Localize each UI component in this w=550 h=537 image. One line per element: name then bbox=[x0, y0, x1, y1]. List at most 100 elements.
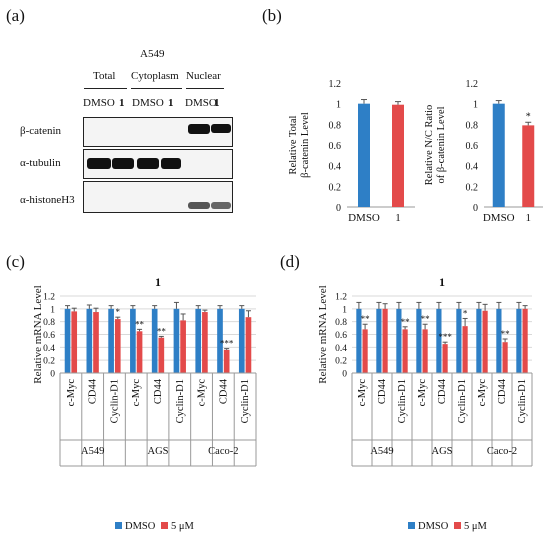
significance-marker: ** bbox=[501, 329, 511, 339]
bar bbox=[114, 319, 121, 373]
treatment-label-dmso: DMSO bbox=[132, 97, 164, 109]
y-axis-label: Relative Total bbox=[288, 115, 299, 174]
bar bbox=[180, 320, 186, 373]
bar bbox=[238, 308, 245, 373]
x-category-label: Cyclin-D1 bbox=[457, 379, 468, 423]
blot-image-alpha-tubulin bbox=[83, 149, 233, 179]
y-tick-label: 1.2 bbox=[43, 293, 55, 303]
bar bbox=[496, 308, 502, 373]
bar bbox=[522, 125, 535, 207]
y-tick-label: 1 bbox=[50, 305, 55, 315]
y-axis-label: Relative N/C Ratio bbox=[424, 105, 435, 186]
x-category-label: Cyclin-D1 bbox=[175, 379, 186, 423]
bar bbox=[223, 349, 230, 373]
x-category-label: CD44 bbox=[437, 378, 448, 404]
y-tick-label: 0.4 bbox=[335, 344, 347, 354]
y-tick-label: 1.2 bbox=[329, 79, 342, 90]
bar bbox=[108, 308, 114, 373]
bar bbox=[202, 312, 208, 373]
significance-marker: *** bbox=[220, 339, 234, 349]
y-axis-label: Relative mRNA Level bbox=[32, 285, 44, 383]
x-category-label: c-Myc bbox=[131, 379, 142, 407]
group-label: Caco-2 bbox=[487, 446, 517, 457]
legend-swatch bbox=[161, 522, 168, 529]
panel-label-a: (a) bbox=[6, 6, 25, 25]
bar bbox=[217, 308, 223, 373]
blot-band bbox=[188, 124, 210, 134]
bar bbox=[476, 308, 482, 373]
bar bbox=[456, 308, 462, 373]
significance-marker: ** bbox=[135, 319, 145, 329]
legend-label: 5 μM bbox=[171, 521, 195, 532]
blot-band bbox=[112, 158, 134, 169]
y-tick-label: 1 bbox=[336, 100, 341, 111]
group-label: AGS bbox=[147, 446, 168, 457]
legend-swatch bbox=[454, 522, 461, 529]
bar bbox=[462, 326, 468, 373]
bar bbox=[522, 308, 528, 373]
bar bbox=[93, 312, 99, 373]
x-category-label: DMSO bbox=[348, 212, 380, 224]
y-tick-label: 1 bbox=[342, 305, 347, 315]
x-category-label: CD44 bbox=[377, 378, 388, 404]
y-axis-label: of β-catenin Level bbox=[436, 106, 447, 183]
bar bbox=[422, 329, 428, 373]
y-tick-label: 0 bbox=[473, 203, 478, 214]
y-tick-label: 0.8 bbox=[466, 120, 479, 131]
group-label: A549 bbox=[81, 446, 104, 457]
y-tick-label: 1 bbox=[473, 100, 478, 111]
y-tick-label: 1.2 bbox=[335, 293, 347, 303]
bar bbox=[396, 308, 402, 373]
x-category-label: Cyclin-D1 bbox=[517, 379, 528, 423]
panel-label-c: (c) bbox=[6, 252, 25, 271]
significance-marker: ** bbox=[401, 317, 411, 327]
cell-line-label: A549 bbox=[140, 48, 165, 60]
blot-band bbox=[161, 158, 181, 169]
legend-swatch bbox=[115, 522, 122, 529]
treatment-label-compound: 1 bbox=[168, 97, 174, 109]
blot-image-beta-catenin bbox=[83, 117, 233, 147]
y-axis-label: Relative mRNA Level bbox=[317, 285, 329, 383]
bar bbox=[64, 308, 71, 373]
y-tick-label: 0.2 bbox=[329, 182, 342, 193]
blot-band bbox=[211, 124, 231, 133]
bar bbox=[416, 308, 422, 373]
blot-label-alpha-histoneh3: α-histoneH3 bbox=[20, 194, 75, 206]
y-tick-label: 0.6 bbox=[466, 141, 479, 152]
x-category-label: CD44 bbox=[88, 378, 99, 404]
x-category-label: Cyclin-D1 bbox=[240, 379, 251, 423]
x-category-label: c-Myc bbox=[197, 379, 208, 407]
x-category-label: 1 bbox=[395, 212, 401, 224]
y-tick-label: 0 bbox=[50, 370, 55, 380]
bar bbox=[86, 308, 93, 373]
x-category-label: 1 bbox=[526, 212, 532, 224]
y-tick-label: 1.2 bbox=[466, 79, 479, 90]
panel-label-b: (b) bbox=[262, 6, 282, 25]
y-tick-label: 0.4 bbox=[466, 162, 479, 173]
bar bbox=[442, 344, 448, 373]
y-tick-label: 0.6 bbox=[43, 331, 55, 341]
bar bbox=[151, 308, 158, 373]
bar bbox=[195, 308, 202, 373]
bar bbox=[136, 331, 143, 373]
y-tick-label: 0.4 bbox=[329, 162, 342, 173]
legend-label: DMSO bbox=[418, 521, 449, 532]
y-tick-label: 0.4 bbox=[43, 344, 55, 354]
significance-marker: ** bbox=[157, 326, 167, 336]
bar bbox=[358, 103, 370, 207]
x-category-label: c-Myc bbox=[417, 379, 428, 407]
blot-label-beta-catenin: β-catenin bbox=[20, 125, 62, 137]
x-category-label: CD44 bbox=[497, 378, 508, 404]
treatment-label-dmso: DMSO bbox=[185, 97, 217, 109]
legend-label: 5 μM bbox=[464, 521, 488, 532]
bar bbox=[362, 329, 368, 373]
group-label: A549 bbox=[370, 446, 393, 457]
blot-band bbox=[188, 202, 210, 209]
fraction-label-nuclear: Nuclear bbox=[186, 70, 221, 82]
y-tick-label: 0 bbox=[342, 370, 347, 380]
significance-marker: ** bbox=[361, 314, 371, 324]
blot-band bbox=[211, 202, 231, 209]
bar bbox=[376, 308, 382, 373]
treatment-label-compound: 1 bbox=[119, 97, 125, 109]
